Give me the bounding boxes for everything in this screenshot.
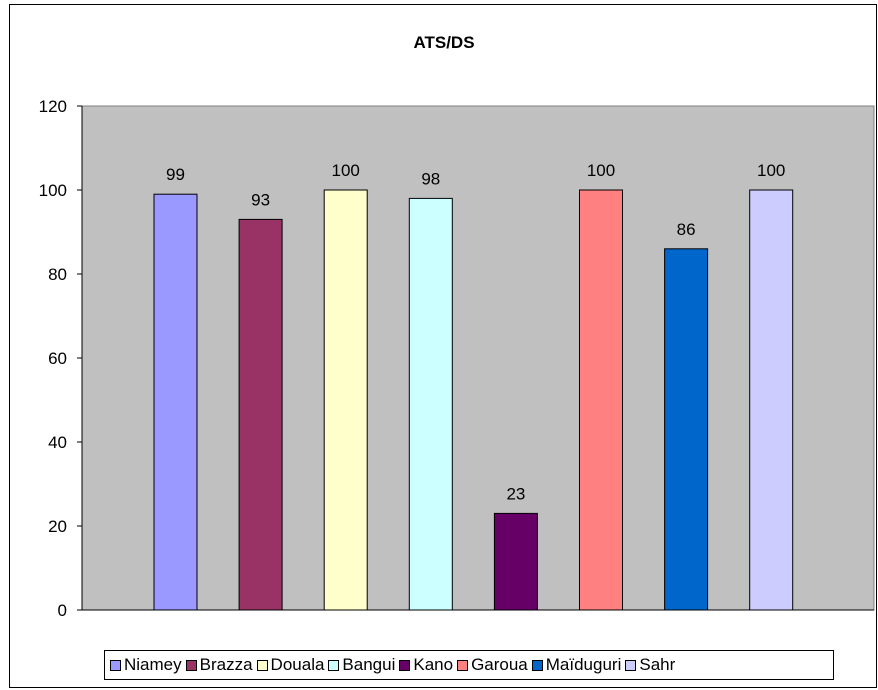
y-tick-label: 60 bbox=[48, 349, 67, 368]
legend-swatch bbox=[256, 659, 268, 671]
bar-garoua bbox=[579, 189, 623, 611]
legend-item: Niamey bbox=[110, 655, 182, 675]
legend-label: Niamey bbox=[124, 655, 182, 674]
bar-bangui bbox=[408, 197, 453, 611]
legend-label: Garoua bbox=[471, 655, 528, 674]
data-label: 99 bbox=[166, 165, 185, 184]
y-tick-label: 0 bbox=[58, 601, 67, 620]
legend-label: Douala bbox=[270, 655, 325, 674]
y-axis: 0 20 40 60 80 100 120 bbox=[39, 97, 874, 620]
legend-swatch bbox=[399, 659, 411, 671]
legend-swatch bbox=[328, 659, 340, 671]
data-label: 100 bbox=[587, 161, 615, 180]
legend-item: Garoua bbox=[457, 655, 528, 675]
legend-swatch bbox=[625, 659, 637, 671]
data-label: 98 bbox=[421, 169, 440, 188]
data-label: 23 bbox=[506, 484, 525, 503]
y-tick-label: 100 bbox=[39, 181, 67, 200]
legend-swatch bbox=[110, 659, 121, 671]
legend-item: Maïduguri bbox=[531, 655, 622, 675]
legend-item: Kano bbox=[399, 655, 453, 675]
bar-niamey bbox=[153, 193, 198, 611]
legend-label: Maïduguri bbox=[545, 655, 622, 674]
chart-title: ATS/DS bbox=[413, 33, 474, 52]
bar-ma-duguri bbox=[664, 248, 709, 611]
data-label: 93 bbox=[251, 190, 270, 209]
bar-sahr bbox=[749, 189, 794, 611]
y-tick-label: 120 bbox=[39, 97, 67, 116]
legend-swatch bbox=[185, 659, 197, 671]
data-label: 100 bbox=[332, 161, 360, 180]
plot-area bbox=[81, 105, 875, 611]
bar-kano bbox=[493, 512, 538, 611]
legend-label: Sahr bbox=[639, 655, 676, 674]
bar-douala bbox=[323, 189, 368, 611]
legend-item: Brazza bbox=[185, 655, 253, 675]
legend-label: Bangui bbox=[342, 655, 396, 674]
legend-label: Brazza bbox=[199, 655, 253, 674]
data-label: 86 bbox=[677, 220, 696, 239]
legend-item: Bangui bbox=[328, 655, 395, 675]
legend-item: Sahr bbox=[625, 655, 675, 675]
y-tick-label: 80 bbox=[48, 265, 67, 284]
bar-brazza bbox=[238, 218, 283, 611]
legend-item: Douala bbox=[256, 655, 325, 675]
legend-swatch bbox=[457, 659, 469, 671]
legend-swatch bbox=[531, 659, 543, 671]
legend-label: Kano bbox=[413, 655, 454, 674]
data-label: 100 bbox=[757, 161, 785, 180]
y-tick-label: 20 bbox=[48, 517, 67, 536]
legend: Niamey Brazza Douala Bangui Kano Garoua Maïdug… bbox=[104, 650, 834, 680]
y-tick-label: 40 bbox=[48, 433, 67, 452]
bars: 99 93 100 98 23 100 86 100 bbox=[153, 161, 794, 611]
